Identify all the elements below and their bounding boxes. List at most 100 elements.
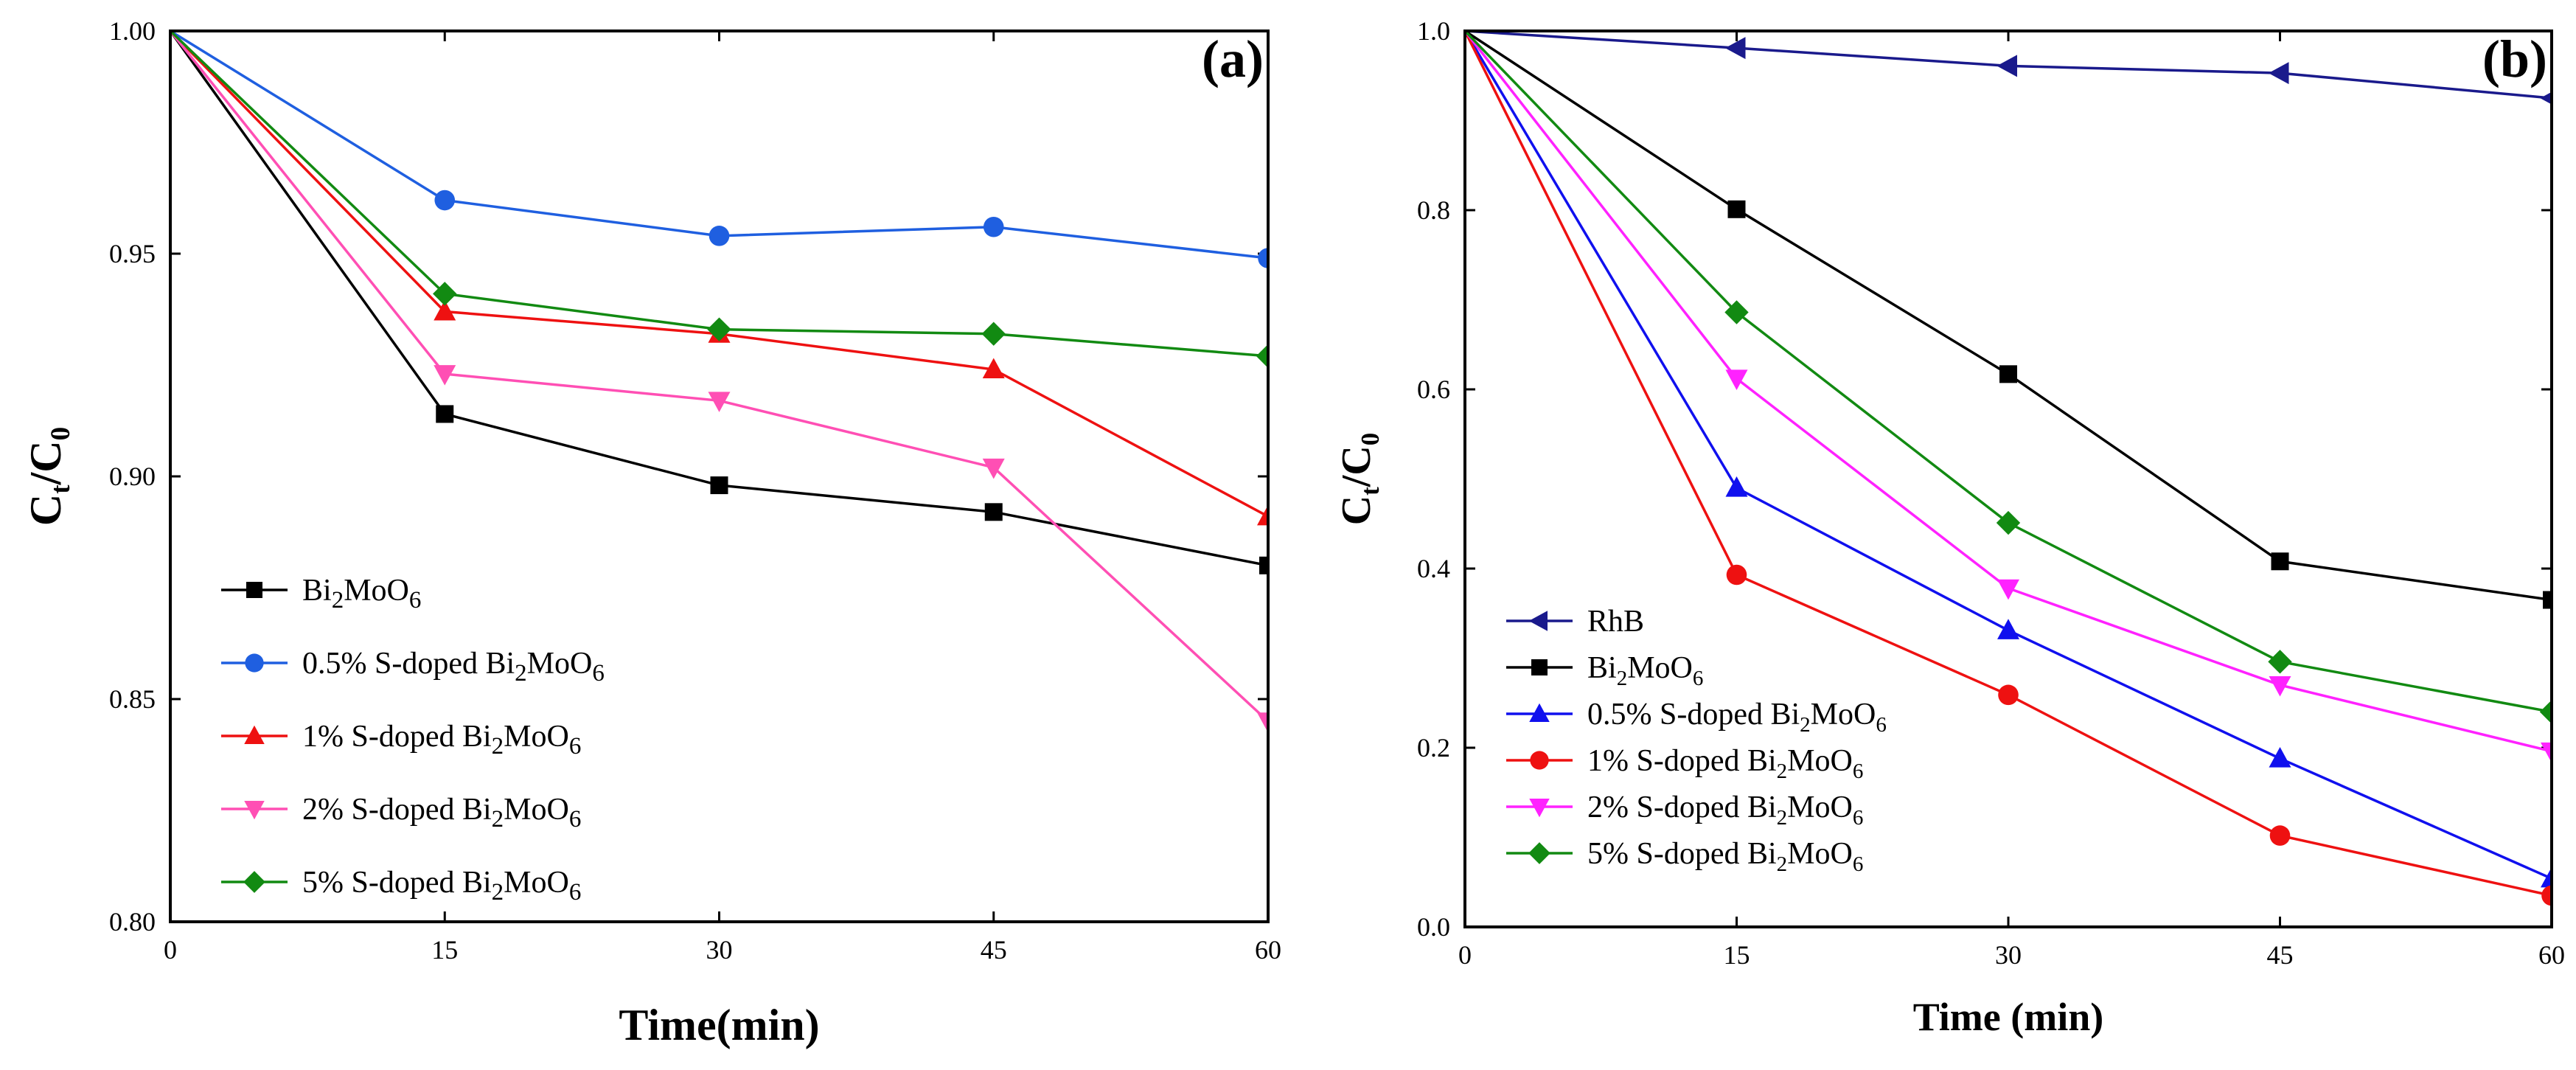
legend-formula-sub: 2: [515, 660, 527, 687]
legend-label: RhB: [1587, 605, 1644, 639]
legend-label: Bi2MoO6: [1587, 651, 1703, 690]
x-axis-title: Time (min): [1913, 995, 2103, 1039]
legend-formula: MoO: [1787, 744, 1853, 778]
y-title-part: /C: [1334, 445, 1379, 487]
data-point: [1256, 344, 1268, 369]
data-point: [434, 190, 456, 211]
legend-formula: Bi: [1747, 837, 1777, 871]
legend-marker: [245, 653, 264, 673]
data-point: [1257, 712, 1268, 733]
legend-formula: MoO: [344, 574, 409, 608]
legend-formula-sub: 6: [1853, 760, 1864, 783]
legend-formula-sub: 6: [1853, 806, 1864, 830]
legend-formula-sub: 2: [1800, 713, 1811, 737]
data-point: [2268, 650, 2292, 674]
series-line: [170, 31, 1268, 518]
data-point: [2540, 91, 2552, 105]
y-tick-label: 0.2: [1417, 733, 1450, 762]
legend-label: 2% S-doped Bi2MoO6: [302, 793, 581, 833]
data-point: [984, 503, 1003, 521]
legend-marker: [1529, 703, 1550, 722]
data-point: [1257, 504, 1268, 526]
legend-formula-sub: 2: [332, 587, 344, 614]
data-point: [2268, 62, 2289, 85]
panel-label: (a): [1202, 29, 1264, 88]
data-point: [983, 216, 1004, 237]
data-point: [982, 358, 1005, 379]
legend-formula: Bi: [1587, 651, 1617, 685]
data-point: [436, 405, 454, 423]
x-axis-title: Time(min): [619, 1001, 819, 1049]
legend-formula: MoO: [1787, 837, 1853, 871]
legend-formula: Bi: [462, 793, 492, 827]
panel-label: (b): [2482, 29, 2547, 88]
y-tick-label: 0.8: [1417, 195, 1450, 225]
data-point: [1997, 579, 2019, 600]
data-point: [2541, 742, 2552, 763]
legend-label-prefix: 0.5% S-doped: [1587, 698, 1770, 732]
legend-label-prefix: 2% S-doped: [302, 793, 462, 827]
legend-label: 1% S-doped Bi2MoO6: [1587, 744, 1863, 783]
data-point: [1997, 619, 2019, 639]
legend-formula: Bi: [1747, 744, 1777, 778]
legend-label: 5% S-doped Bi2MoO6: [302, 866, 581, 906]
y-axis-title: Ct/C0: [1334, 433, 1385, 526]
y-tick-label: 0.80: [109, 907, 156, 937]
data-point: [2269, 675, 2291, 697]
panel-b: 0 15 30 45 600.00.20.40.60.81.0 (b)Time (min)…: [1334, 16, 2565, 1039]
legend-formula-sub: 2: [1617, 667, 1628, 690]
legend-formula-sub: 2: [1777, 852, 1788, 876]
data-point: [434, 299, 456, 321]
data-point: [1727, 200, 1746, 218]
legend-marker: [246, 582, 262, 598]
x-tick-label: 0: [1458, 940, 1472, 970]
legend-marker: [1529, 799, 1550, 818]
data-point: [1998, 684, 2019, 706]
legend-label: 0.5% S-doped Bi2MoO6: [1587, 698, 1887, 737]
legend-formula: MoO: [504, 866, 569, 900]
legend-label-prefix: 2% S-doped: [1587, 791, 1747, 824]
legend-marker: [244, 801, 265, 820]
data-point: [981, 322, 1006, 346]
legend-formula: MoO: [504, 720, 569, 754]
x-tick-label: 60: [2538, 940, 2565, 970]
data-point: [2541, 885, 2552, 906]
data-point: [1724, 300, 1749, 324]
legend-label-prefix: 1% S-doped: [302, 720, 462, 754]
y-tick-label: 0.85: [109, 684, 156, 714]
y-tick-label: 1.0: [1417, 16, 1450, 46]
legend-formula: Bi: [1747, 791, 1777, 824]
y-tick-label: 0.6: [1417, 375, 1450, 404]
legend-label: 2% S-doped Bi2MoO6: [1587, 791, 1863, 830]
legend-formula-sub: 6: [1876, 713, 1887, 737]
legend-formula-sub: 2: [1777, 760, 1788, 783]
data-point: [1999, 365, 2017, 383]
y-title-part: /C: [21, 440, 70, 485]
y-title-sub: t: [1356, 487, 1385, 496]
y-title-sub: 0: [46, 427, 76, 441]
legend-formula: MoO: [1627, 651, 1693, 685]
y-title-part: C: [21, 494, 70, 526]
legend-formula-sub: 6: [569, 879, 582, 906]
y-tick-label: 0.95: [109, 239, 156, 268]
plot-frame: [1463, 29, 2553, 928]
data-point: [1258, 248, 1268, 268]
data-point: [2541, 866, 2552, 888]
legend-formula-sub: 6: [592, 660, 605, 687]
legend-label: Bi2MoO6: [302, 574, 421, 614]
data-point: [707, 317, 731, 341]
legend-label: 0.5% S-doped Bi2MoO6: [302, 647, 605, 687]
legend-formula-sub: 6: [1693, 667, 1704, 690]
legend-marker: [1531, 659, 1548, 675]
y-tick-label: 0.0: [1417, 912, 1450, 942]
x-tick-label: 45: [981, 935, 1007, 965]
x-tick-label: 60: [1255, 935, 1281, 965]
data-point: [982, 458, 1005, 479]
x-tick-label: 15: [431, 935, 458, 965]
x-tick-label: 45: [2267, 940, 2294, 970]
data-point: [434, 365, 456, 386]
legend-marker: [244, 725, 265, 744]
data-point: [1997, 55, 2017, 77]
data-point: [708, 392, 731, 412]
